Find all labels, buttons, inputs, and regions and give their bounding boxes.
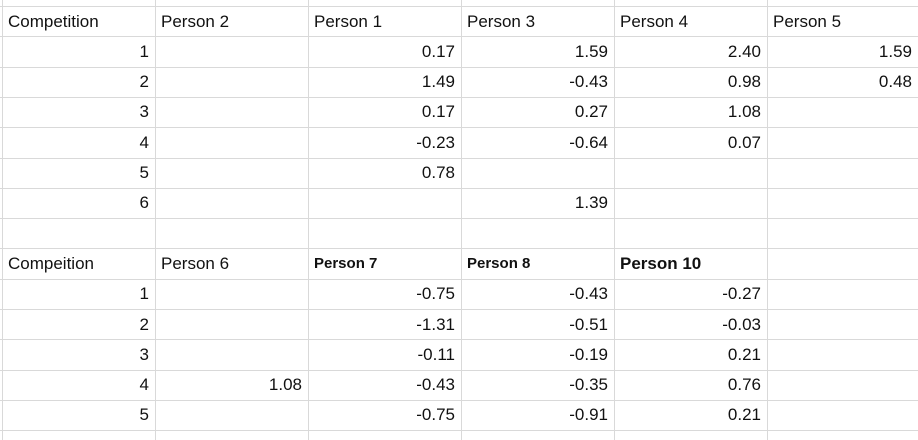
data-cell: -0.64 bbox=[569, 132, 608, 152]
data-cell: 0.07 bbox=[727, 132, 761, 152]
data-cell: 2.40 bbox=[727, 41, 761, 61]
header-cell: Compeition bbox=[8, 253, 94, 273]
header-cell: Person 10 bbox=[620, 253, 702, 273]
data-cell: -0.11 bbox=[417, 344, 456, 364]
data-cell: 6 bbox=[139, 193, 149, 213]
grid-line bbox=[0, 248, 918, 250]
data-cell: -0.03 bbox=[722, 314, 761, 334]
data-cell: 1 bbox=[139, 41, 149, 61]
grid-line bbox=[308, 0, 309, 440]
data-cell: -0.43 bbox=[569, 72, 608, 92]
data-cell: -0.51 bbox=[569, 314, 608, 334]
grid-line bbox=[155, 0, 156, 440]
grid-line bbox=[0, 399, 918, 401]
data-cell: 0.98 bbox=[727, 72, 761, 92]
data-cell: 1.59 bbox=[878, 41, 912, 61]
data-cell: -0.75 bbox=[416, 405, 455, 425]
data-cell: 2 bbox=[139, 314, 149, 334]
data-cell: 0.21 bbox=[727, 344, 761, 364]
data-cell: 1.49 bbox=[421, 72, 455, 92]
data-cell: 2 bbox=[139, 72, 149, 92]
data-cell: -0.91 bbox=[569, 405, 608, 425]
header-cell: Person 7 bbox=[314, 254, 378, 272]
grid-line bbox=[0, 309, 918, 310]
data-cell: -1.31 bbox=[416, 314, 455, 334]
header-cell: Person 5 bbox=[773, 11, 842, 31]
data-cell: 5 bbox=[139, 163, 149, 182]
data-cell: -0.27 bbox=[722, 284, 761, 304]
header-cell: Person 8 bbox=[467, 254, 531, 272]
data-cell: 1 bbox=[139, 284, 149, 304]
data-cell: 0.17 bbox=[421, 102, 455, 122]
header-cell: Competition bbox=[8, 11, 99, 31]
grid-line bbox=[0, 157, 918, 159]
data-cell: -0.75 bbox=[416, 284, 455, 304]
data-cell: 0.48 bbox=[878, 72, 912, 92]
data-cell: 1.08 bbox=[268, 375, 302, 395]
data-cell: -0.35 bbox=[569, 375, 608, 395]
data-cell: 1.39 bbox=[574, 193, 608, 213]
header-cell: Person 2 bbox=[161, 11, 230, 31]
grid-line bbox=[614, 0, 615, 440]
header-cell: Person 4 bbox=[620, 11, 689, 31]
header-cell: Person 1 bbox=[314, 11, 383, 31]
grid-line bbox=[0, 96, 918, 98]
grid-line bbox=[0, 339, 918, 341]
grid-line bbox=[0, 278, 918, 280]
data-cell: 0.27 bbox=[574, 102, 608, 122]
data-cell: -0.43 bbox=[416, 375, 455, 395]
data-cell: 1.59 bbox=[574, 41, 608, 61]
grid-line bbox=[461, 0, 462, 440]
grid-line bbox=[0, 66, 918, 68]
header-cell: Person 6 bbox=[161, 253, 230, 273]
data-cell: -0.19 bbox=[569, 344, 608, 364]
data-cell: 0.21 bbox=[727, 405, 761, 425]
data-cell: -0.43 bbox=[569, 284, 608, 304]
data-cell: 4 bbox=[139, 375, 149, 395]
grid-line bbox=[0, 127, 918, 129]
data-cell: 3 bbox=[139, 344, 149, 364]
data-cell: 0.17 bbox=[421, 41, 455, 61]
grid-line bbox=[0, 430, 918, 432]
header-cell: Person 3 bbox=[467, 11, 536, 31]
grid-line bbox=[0, 369, 918, 371]
data-cell: 1.08 bbox=[727, 102, 761, 122]
data-cell: 5 bbox=[139, 405, 149, 425]
grid-line bbox=[0, 218, 918, 220]
data-cell: 3 bbox=[139, 102, 149, 122]
data-cell: 4 bbox=[139, 132, 149, 152]
grid-line bbox=[0, 6, 918, 7]
grid-line bbox=[0, 187, 918, 189]
grid-line bbox=[0, 36, 918, 38]
data-cell: 0.78 bbox=[421, 163, 455, 182]
grid-line bbox=[2, 0, 3, 440]
grid-line bbox=[767, 0, 768, 440]
data-cell: -0.23 bbox=[416, 132, 455, 152]
data-cell: 0.76 bbox=[727, 375, 761, 395]
